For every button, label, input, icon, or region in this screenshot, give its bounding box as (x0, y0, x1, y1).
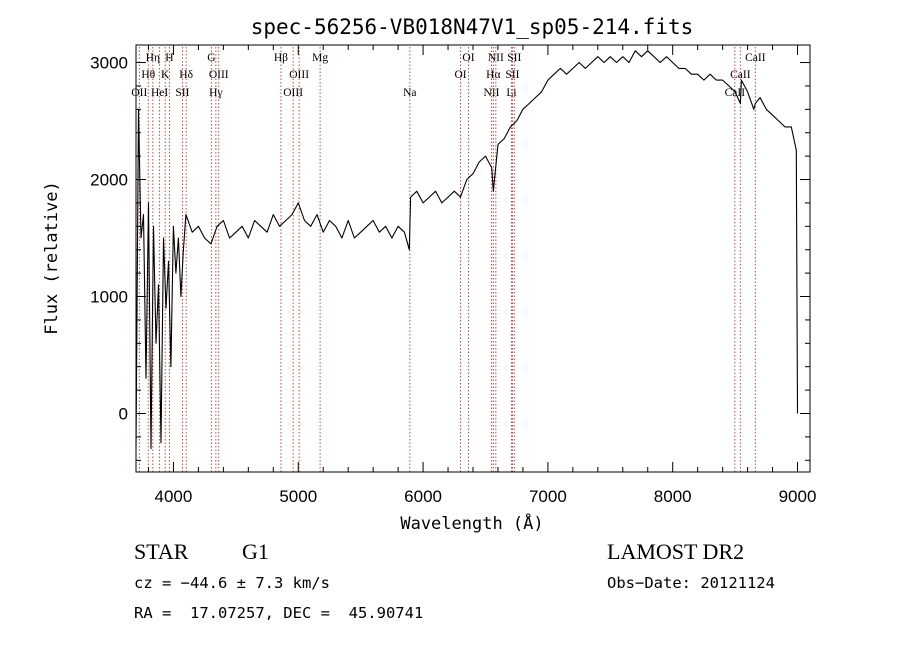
line-marker-label-14: Mg (312, 52, 328, 64)
line-marker-label-4: K (161, 69, 170, 81)
y-tick-label: 0 (119, 405, 128, 424)
y-tick-label: 3000 (90, 54, 128, 73)
line-marker-label-11: Hβ (274, 52, 288, 64)
line-marker-label-25: CaII (730, 69, 751, 81)
series-line-0 (135, 50, 799, 450)
line-marker-label-23: SII (507, 52, 521, 64)
survey-name: LAMOST DR2 (607, 539, 745, 564)
line-marker-label-7: Hδ (179, 69, 193, 81)
line-marker-label-13: OIII (289, 69, 309, 81)
axis-ticks: 4000 5000 6000 7000 8000 9000 0 1000 2000 3000 (90, 45, 816, 506)
line-marker-label-15: Na (403, 87, 416, 99)
chart-title: spec-56256-VB018N47V1_sp05-214.fits (251, 15, 694, 39)
line-marker-label-17: OI (462, 52, 474, 64)
line-marker-label-5: H (165, 52, 173, 64)
x-tick-label: 9000 (779, 487, 817, 506)
plot-frame (135, 44, 811, 473)
redshift-velocity: cz = −44.6 ± 7.3 km/s (134, 574, 330, 592)
line-marker-label-16: OI (454, 69, 466, 81)
series-group (135, 50, 799, 450)
y-tick-label: 1000 (90, 288, 128, 307)
line-marker-label-12: OIII (283, 87, 303, 99)
line-marker-label-26: CaII (745, 52, 766, 64)
line-marker-label-9: Hγ (209, 87, 222, 99)
line-marker-label-6: SII (175, 87, 189, 99)
x-tick-label: 7000 (529, 487, 567, 506)
line-marker-label-0: OII (131, 87, 147, 99)
line-marker-label-18: NII (483, 87, 499, 99)
line-marker-label-10: OIII (209, 69, 229, 81)
x-tick-label: 4000 (155, 487, 193, 506)
line-marker-label-2: Hη (146, 52, 160, 64)
line-marker-label-21: Li (506, 87, 516, 99)
line-marker-label-1: Hθ (141, 69, 155, 81)
x-tick-label: 5000 (279, 487, 317, 506)
line-marker-label-22: SII (505, 69, 519, 81)
y-tick-label: 2000 (90, 171, 128, 190)
observation-date: Obs−Date: 20121124 (607, 574, 775, 592)
object-subclass: G1 (242, 539, 269, 564)
line-marker-label-24: CaII (725, 87, 746, 99)
x-tick-label: 8000 (654, 487, 692, 506)
line-marker-label-20: NII (488, 52, 504, 64)
line-marker-label-8: G (207, 52, 215, 64)
x-tick-label: 6000 (404, 487, 442, 506)
y-axis-label: Flux (relative) (42, 181, 62, 335)
line-markers: OIIHθHηHeIKHSIIHδGHγOIIIHβOIIIOIIIMgNaOI… (131, 47, 766, 472)
x-axis-label: Wavelength (Å) (400, 512, 543, 534)
line-marker-label-3: HeI (151, 87, 168, 99)
coordinates: RA = 17.07257, DEC = 45.90741 (134, 604, 424, 622)
line-marker-label-19: Hα (486, 69, 500, 81)
object-class: STAR (134, 539, 189, 564)
